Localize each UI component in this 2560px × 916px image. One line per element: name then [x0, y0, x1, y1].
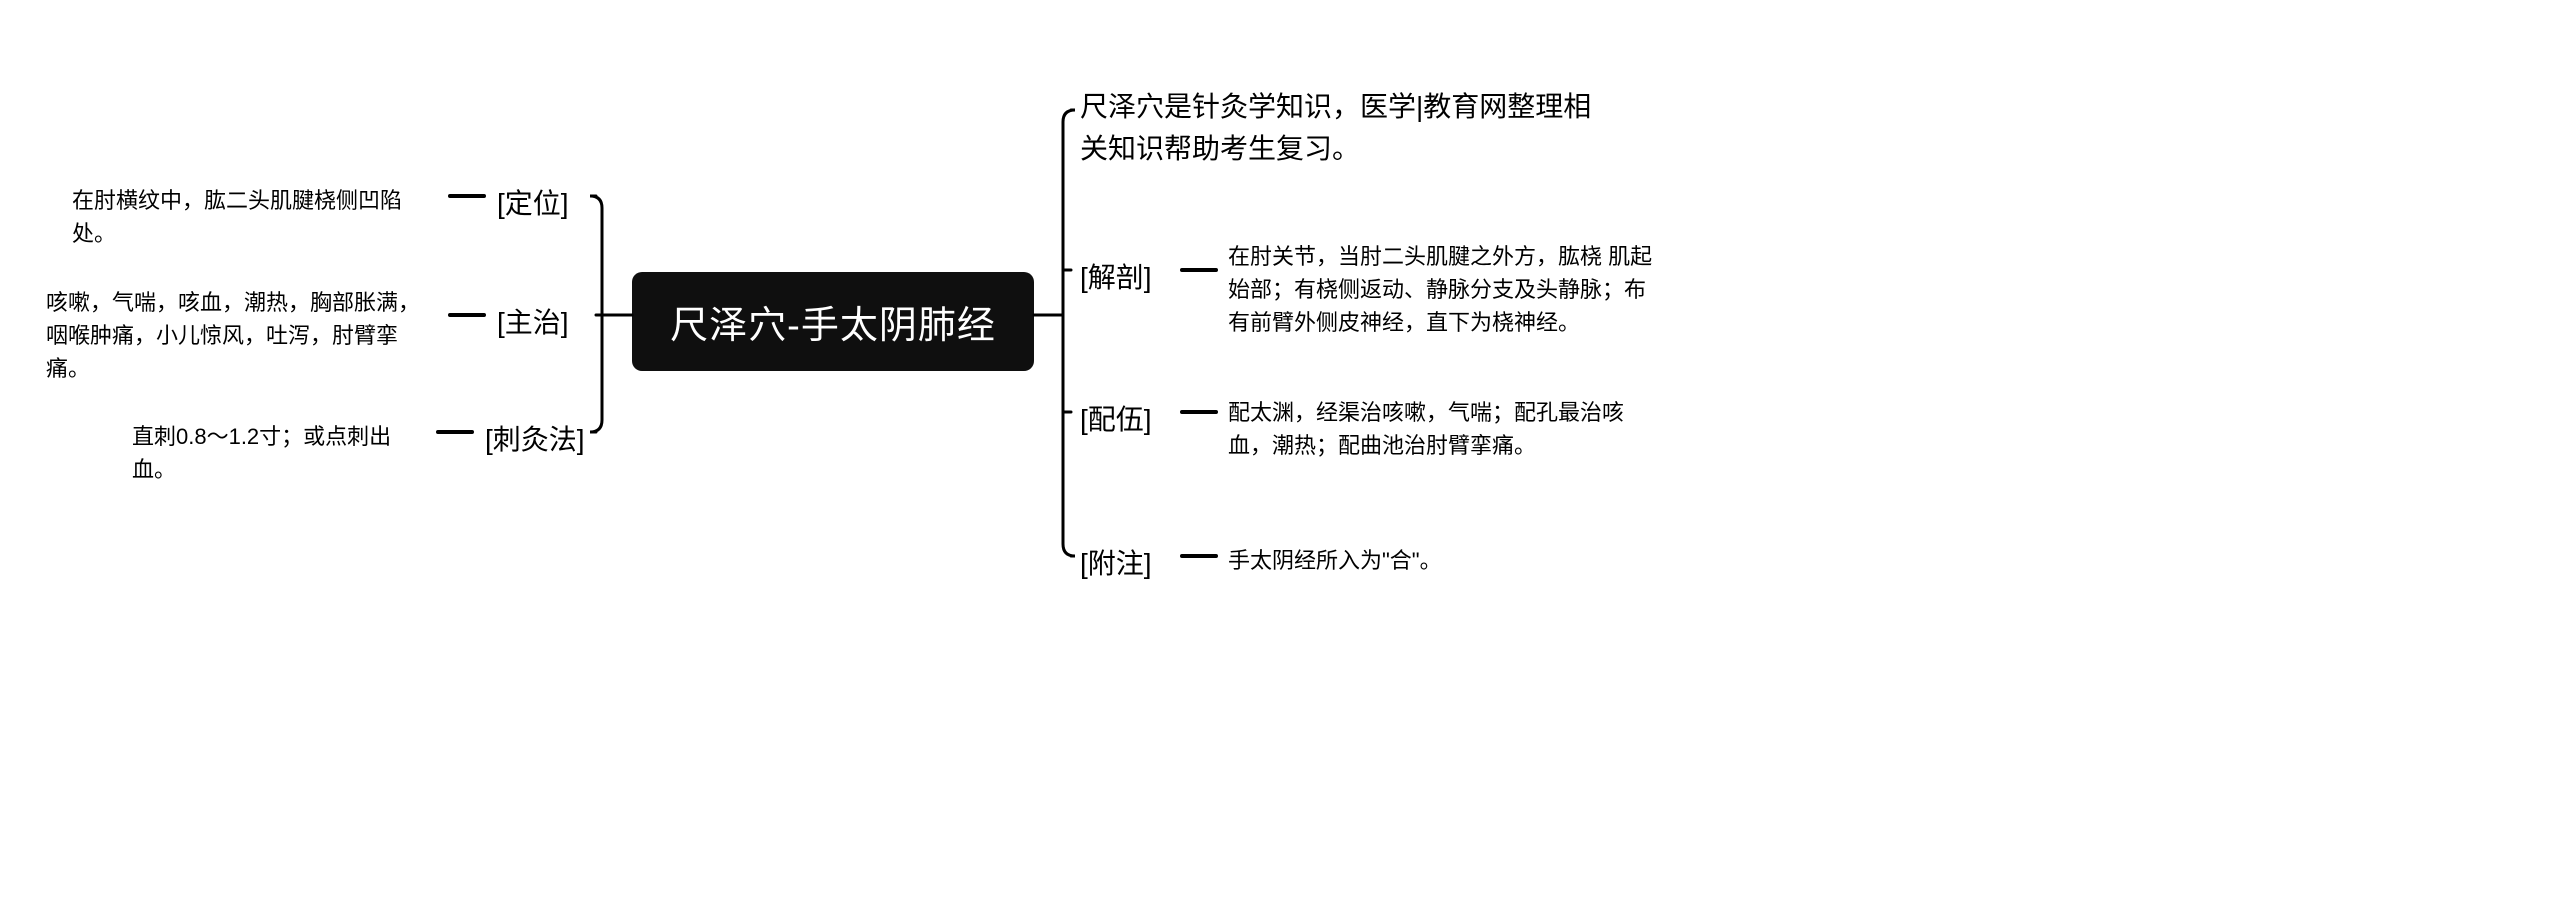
- right-label-note: [附注]: [1080, 542, 1152, 582]
- root-node: 尺泽穴-手太阴肺经: [632, 272, 1034, 371]
- right-label-combination: [配伍]: [1080, 398, 1152, 438]
- right-detail-anatomy: 在肘关节，当肘二头肌腱之外方，肱桡 肌起始部；有桡侧返动、静脉分支及头静脉；布有…: [1228, 240, 1660, 339]
- left-detail-location: 在肘横纹中，肱二头肌腱桡侧凹陷处。: [72, 184, 442, 250]
- left-label-needling: [刺灸法]: [485, 418, 585, 458]
- left-detail-needling: 直刺0.8～1.2寸；或点刺出血。: [132, 420, 432, 486]
- left-label-indications: [主治]: [497, 301, 569, 341]
- left-label-location: [定位]: [497, 182, 569, 222]
- right-label-anatomy: [解剖]: [1080, 256, 1152, 296]
- right-detail-note: 手太阴经所入为"合"。: [1228, 544, 1660, 577]
- right-detail-combination: 配太渊，经渠治咳嗽，气喘；配孔最治咳血，潮热；配曲池治肘臂挛痛。: [1228, 396, 1660, 462]
- right-detail-intro: 尺泽穴是针灸学知识，医学|教育网整理相关知识帮助考生复习。: [1080, 86, 1600, 170]
- left-detail-indications: 咳嗽，气喘，咳血，潮热，胸部胀满， 咽喉肿痛，小儿惊风，吐泻，肘臂挛痛。: [46, 286, 441, 385]
